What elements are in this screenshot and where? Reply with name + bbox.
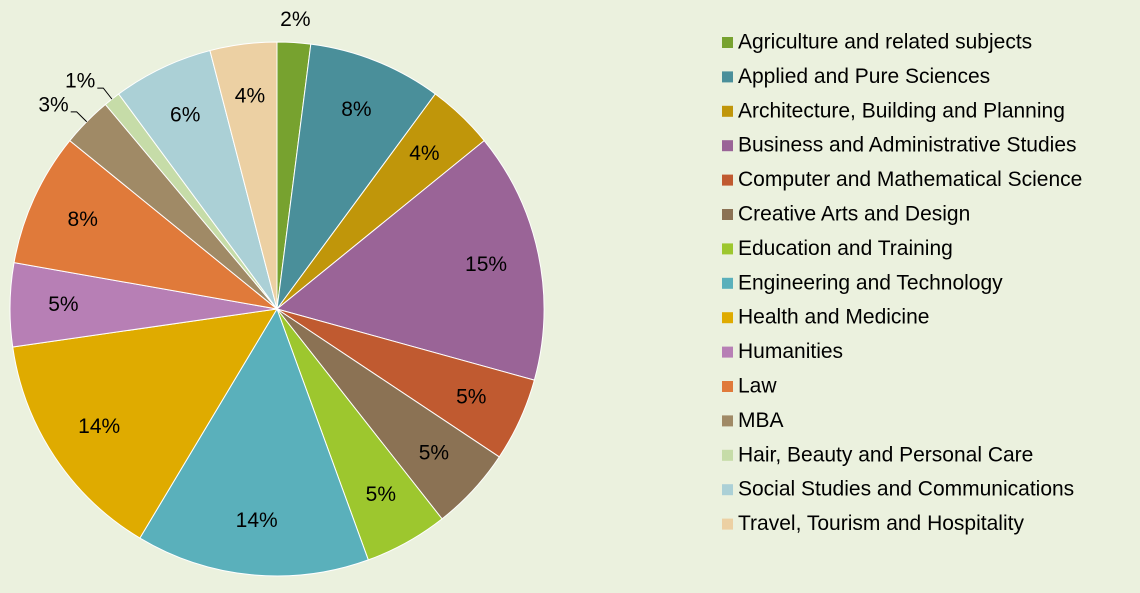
legend-swatch — [722, 37, 733, 48]
legend-label: Applied and Pure Sciences — [738, 65, 990, 88]
legend-swatch — [722, 71, 733, 83]
data-label: 5% — [419, 441, 449, 464]
legend-swatch — [722, 346, 733, 358]
data-label: 3% — [38, 93, 68, 116]
pie-slice — [139, 307, 369, 577]
data-label: 8% — [341, 98, 371, 121]
data-label: 15% — [465, 253, 507, 276]
legend-label: Engineering and Technology — [738, 271, 1003, 294]
legend-swatch — [722, 449, 733, 461]
pie-slice — [209, 41, 278, 310]
data-label: 8% — [68, 208, 98, 231]
data-label: 14% — [236, 509, 278, 532]
data-label: 5% — [48, 293, 78, 316]
legend-swatch — [722, 415, 733, 427]
pie-slice — [12, 308, 278, 539]
legend-label: Hair, Beauty and Personal Care — [738, 443, 1033, 466]
legend-swatch — [722, 277, 733, 289]
legend-swatch — [722, 381, 733, 392]
leader-line — [97, 87, 113, 100]
legend-label: Agriculture and related subjects — [738, 31, 1032, 54]
legend-label: Social Studies and Communications — [738, 478, 1074, 501]
pie-slice — [13, 139, 279, 310]
legend-label: Humanities — [738, 340, 843, 363]
legend-label: MBA — [738, 409, 784, 432]
pie-slice — [276, 43, 437, 311]
legend-label: Travel, Tourism and Hospitality — [738, 512, 1024, 535]
legend-label: Computer and Mathematical Science — [738, 168, 1082, 191]
leader-line — [70, 111, 88, 123]
legend-label: Creative Arts and Design — [738, 203, 970, 226]
legend-swatch — [722, 140, 733, 152]
pie-slice — [275, 139, 545, 381]
legend-label: Business and Administrative Studies — [738, 134, 1077, 157]
legend-label: Architecture, Building and Planning — [738, 99, 1065, 122]
legend-swatch — [722, 209, 733, 220]
data-label: 14% — [78, 415, 120, 438]
legend-swatch — [722, 484, 733, 496]
legend-label: Education and Training — [738, 237, 953, 260]
data-label: 4% — [235, 85, 265, 108]
legend-label: Law — [738, 375, 777, 398]
legend-swatch — [722, 105, 733, 117]
legend-swatch — [722, 518, 733, 530]
data-label: 1% — [65, 70, 95, 93]
data-label: 5% — [456, 385, 486, 408]
legend-swatch — [722, 174, 733, 186]
data-label: 5% — [366, 483, 396, 506]
data-label: 2% — [280, 8, 310, 31]
legend-swatch — [722, 312, 733, 324]
legend-swatch — [722, 243, 733, 255]
legend-label: Health and Medicine — [738, 306, 929, 329]
data-label: 4% — [409, 142, 439, 165]
data-label: 6% — [170, 104, 200, 127]
